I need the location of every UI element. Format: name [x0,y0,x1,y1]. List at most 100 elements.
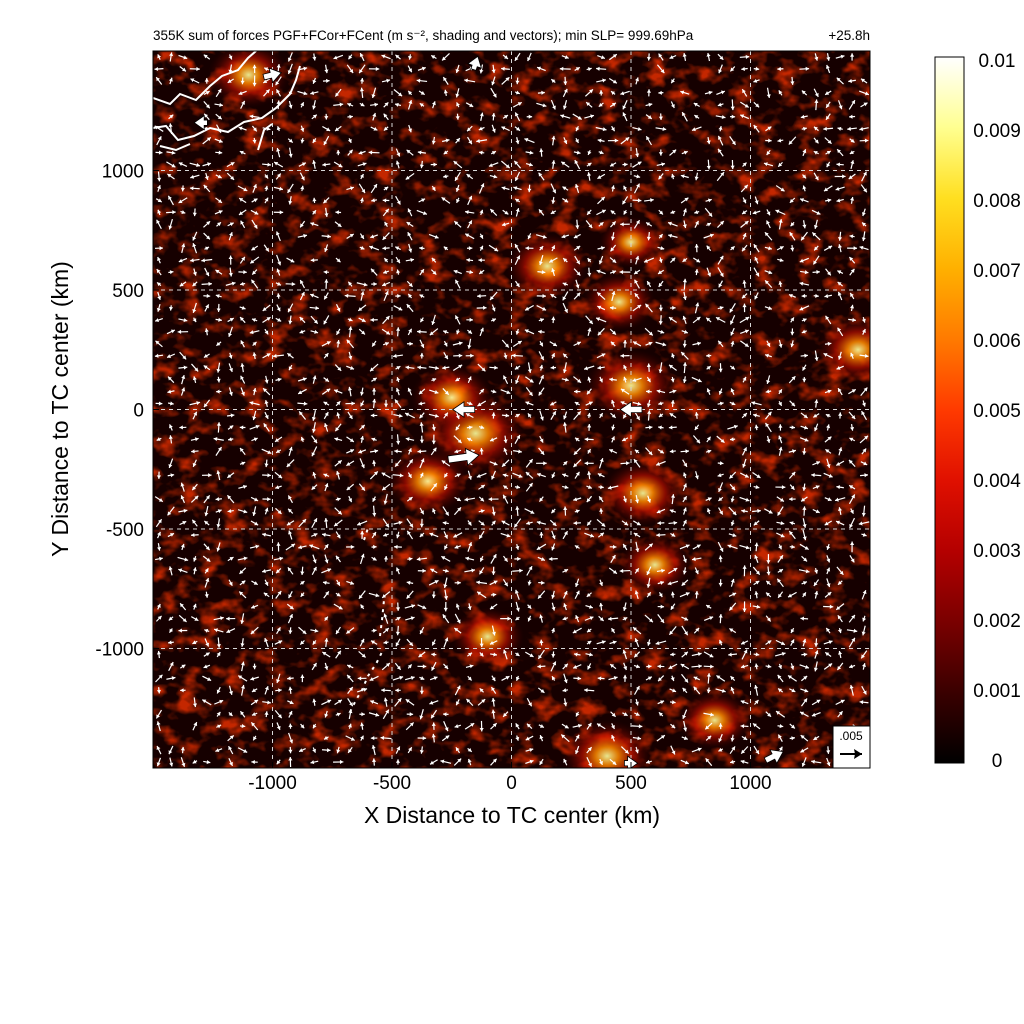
x-tick-label: -1000 [248,773,297,794]
force-vector-head [453,161,458,165]
force-vector-head [169,424,173,429]
force-vector-head [506,390,511,395]
force-vector-head [312,114,317,119]
force-vector-head [741,509,746,514]
force-vector-head [432,270,437,275]
force-vector-head [443,77,447,82]
force-vector-head [706,353,710,358]
force-vector-head [622,112,627,117]
force-vector-head [550,401,555,406]
force-vector-head [586,592,591,597]
force-vector-head [611,413,616,418]
force-vector-head [267,473,271,478]
force-vector-head [527,604,532,609]
large-force-vector [451,400,476,419]
force-vector-head [335,555,340,560]
force-vector-head [623,365,628,370]
force-vector-head [323,270,328,275]
force-vector-head [480,497,484,502]
force-vector-head [849,523,854,528]
force-vector-head [577,676,582,681]
force-vector-head [240,447,244,452]
force-vector-head [287,567,292,572]
force-vector-head [372,398,377,403]
force-vector-head [454,221,459,226]
force-vector-head [429,700,434,705]
force-vector-head [815,293,819,298]
force-vector-head [789,497,793,502]
force-vector-head [742,89,746,94]
force-vector-head [706,605,711,609]
force-vector-head [658,258,663,263]
force-vector-head [861,663,867,668]
force-vector-head [864,138,869,143]
force-vector-head [429,532,434,537]
force-vector-head [481,367,486,372]
force-vector-head [563,81,568,85]
force-vector-head [360,722,365,727]
force-vector-head [612,270,617,275]
force-vector-head [455,187,460,192]
force-vector-head [745,54,750,59]
force-vector-head [253,736,257,741]
force-vector-head [289,700,294,705]
force-vector-head [315,306,319,311]
force-vector-head [610,162,615,167]
force-vector-head [265,247,269,252]
force-vector-head [466,258,471,263]
force-vector-head [670,210,675,214]
force-vector-head [373,544,377,550]
force-vector-head [658,712,663,717]
force-vector-head [243,187,248,192]
force-vector-head [539,364,544,369]
force-vector-head [646,89,651,93]
force-vector-head [228,391,233,396]
force-vector-head [527,235,532,240]
force-vector-head [371,198,375,203]
force-vector-head [505,413,510,418]
force-vector-head [503,115,508,119]
force-vector-head [610,210,615,215]
force-vector-head [540,580,545,585]
force-vector-head [483,305,487,310]
force-vector-head [827,592,832,596]
force-vector-head [727,544,732,549]
force-vector-head [694,412,699,416]
force-vector-head [781,651,786,656]
force-vector-head [587,628,591,633]
force-vector-head [286,463,291,467]
force-vector-head [204,594,209,598]
force-vector-head [515,80,520,85]
force-vector-head [456,497,461,501]
force-vector-head [349,69,354,74]
force-vector-head [719,255,724,260]
force-vector-head [573,234,578,239]
force-vector-head [742,233,747,238]
force-vector-head [575,471,580,476]
force-vector-head [299,411,303,416]
force-vector-head [371,437,376,442]
force-vector-head [178,628,182,633]
force-vector-head [575,284,580,289]
force-vector-head [718,747,723,752]
force-hotspot [618,535,692,595]
force-vector-head [551,353,555,358]
force-vector-head [729,628,734,633]
force-vector-head [347,674,351,679]
force-vector-head [541,270,546,275]
force-vector-head [371,640,376,645]
force-vector-head [660,580,664,585]
force-vector-head [527,369,532,373]
force-vector-head [790,485,795,490]
y-tick-label: 1000 [102,162,144,183]
force-vector-head [669,509,674,514]
force-vector-head [372,512,377,517]
force-vector-head [853,628,858,633]
force-vector-head [662,126,667,132]
force-vector-head [814,590,819,595]
force-vector-head [518,449,522,454]
force-vector-head [218,210,223,214]
force-vector-head [529,747,534,752]
force-vector-head [227,79,232,83]
force-vector-head [303,91,308,96]
